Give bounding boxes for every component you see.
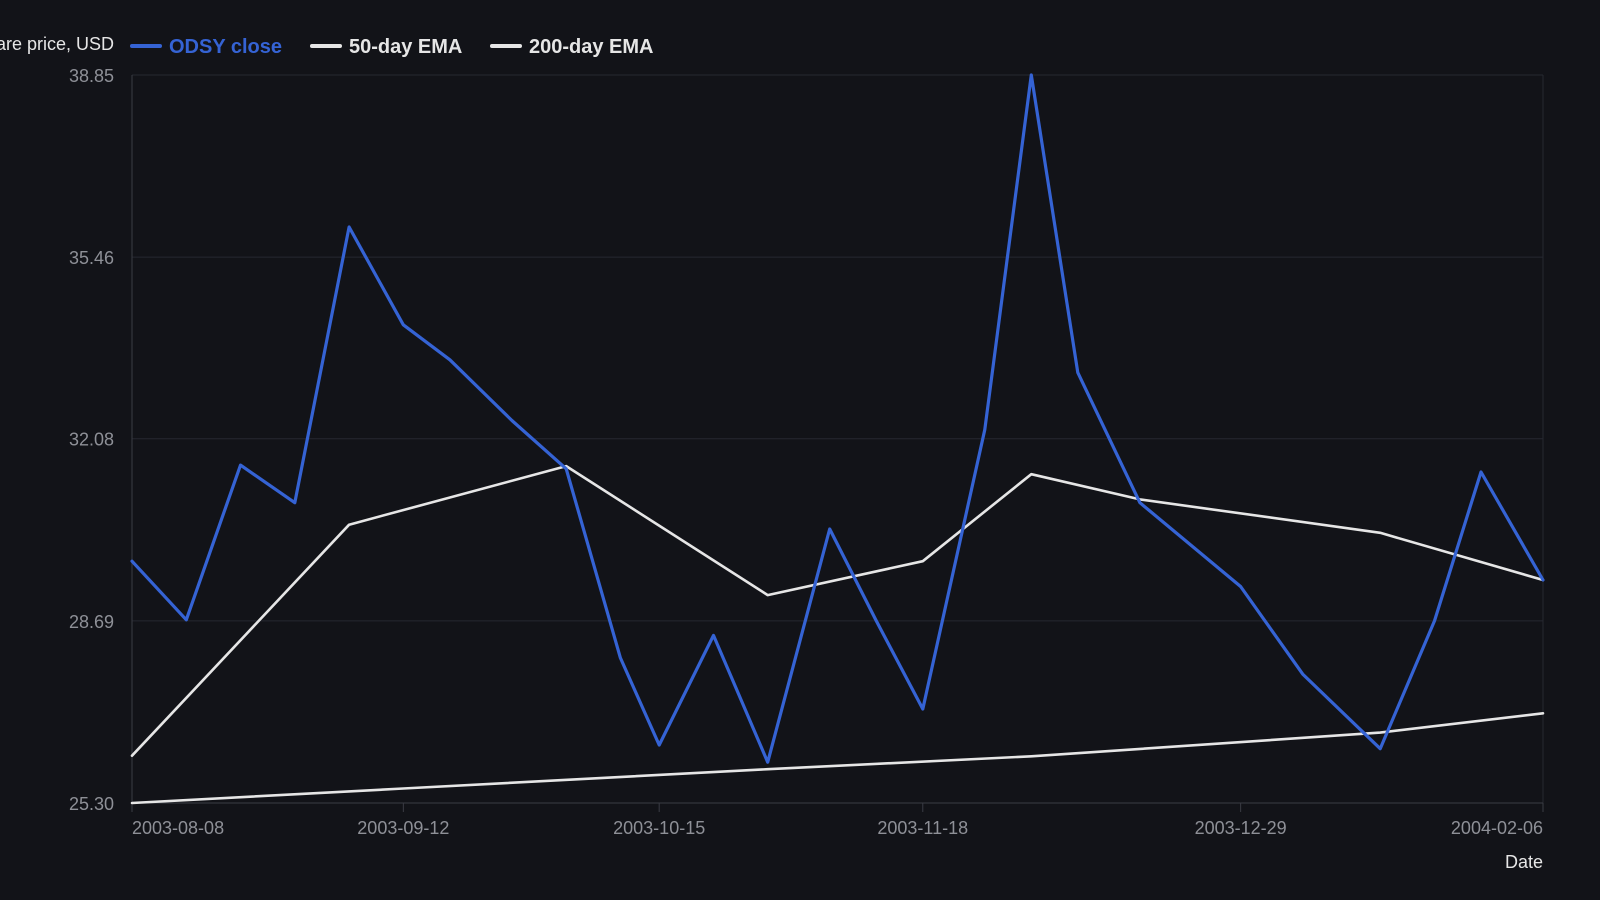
x-tick-label: 2003-10-15	[613, 818, 705, 838]
x-axis-title: Date	[1505, 852, 1543, 872]
x-tick-label: 2003-12-29	[1195, 818, 1287, 838]
legend-label: 50-day EMA	[349, 36, 462, 58]
legend: ODSY close 50-day EMA 200-day EMA	[130, 36, 654, 58]
y-tick-label: 38.85	[69, 66, 114, 86]
axes: 25.30 28.69 32.08 35.46 38.85 2003-08-08 2003-…	[0, 34, 1544, 872]
series-lines	[130, 73, 1545, 805]
legend-label: 200-day EMA	[529, 36, 654, 58]
x-tick-label: 2003-11-18	[877, 818, 968, 838]
y-tick-label: 25.30	[69, 794, 114, 814]
y-tick-label: 35.46	[69, 248, 114, 268]
y-axis-title: Share price, USD	[0, 34, 114, 54]
legend-label: ODSY close	[169, 36, 282, 58]
gridlines	[132, 74, 1544, 804]
series-line-50-day-ema	[130, 464, 1545, 758]
series-line-200-day-ema	[130, 711, 1545, 805]
x-tick-label: 2003-08-08	[132, 818, 224, 838]
y-tick-label: 32.08	[69, 430, 114, 450]
x-tick-label: 2003-09-12	[357, 818, 449, 838]
y-tick-label: 28.69	[69, 612, 114, 632]
series-line-odsy-close	[130, 73, 1545, 764]
x-tick-label: 2004-02-06	[1451, 818, 1543, 838]
